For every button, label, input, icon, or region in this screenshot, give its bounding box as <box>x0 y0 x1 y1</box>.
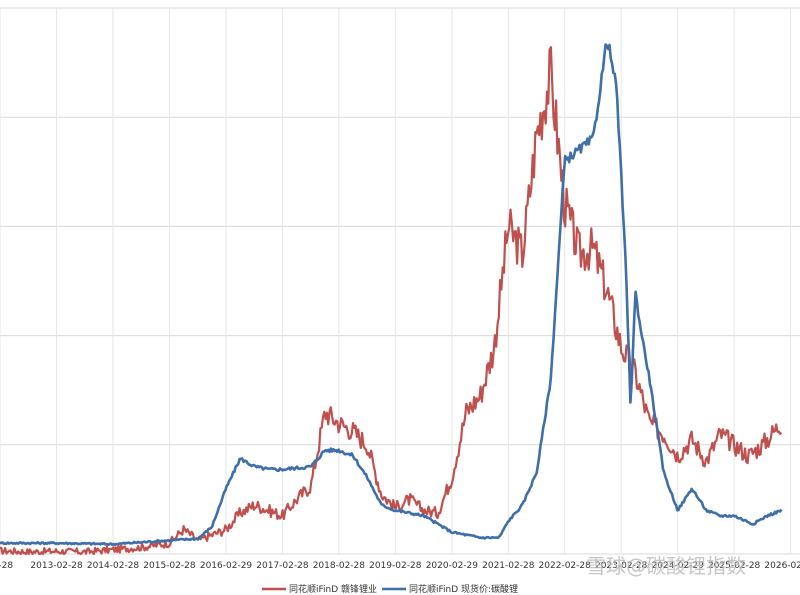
legend: 同花顺iFinD 赣锋锂业 同花顺iFinD 现货价:碳酸锂 <box>262 583 518 595</box>
grid-layer <box>0 7 800 555</box>
x-tick-label: 2015-02-28 <box>143 561 196 571</box>
x-tick-label: 2020-02-29 <box>426 561 479 571</box>
x-tick-label: 2018-02-28 <box>313 561 366 571</box>
series-layer <box>0 43 783 556</box>
legend-label-1: 同花顺iFinD 现货价:碳酸锂 <box>409 583 518 595</box>
x-tick-label: 2026-02-28 <box>764 561 800 571</box>
x-tick-label: 2017-02-28 <box>256 561 309 571</box>
x-tick-label: 2019-02-28 <box>369 561 422 571</box>
watermark-text: 雪球@碳酸锂指数 <box>586 554 746 578</box>
series-line-0 <box>0 46 783 556</box>
watermark: 雪球@碳酸锂指数 <box>586 554 746 578</box>
series-line-1 <box>0 43 783 547</box>
x-tick-label: 2014-02-28 <box>87 561 140 571</box>
x-tick-label: 2025-02-28 <box>708 561 761 571</box>
x-tick-label: 2021-02-28 <box>482 561 535 571</box>
x-tick-label: 2023-02-28 <box>595 561 648 571</box>
x-tick-label: 2016-02-29 <box>200 561 253 571</box>
x-tick-label: 2022-02-28 <box>539 561 592 571</box>
x-tick-label: 2024-02-29 <box>652 561 705 571</box>
x-tick-label: 2013-02-28 <box>30 561 83 571</box>
legend-label-0: 同花顺iFinD 赣锋锂业 <box>289 583 377 595</box>
x-tick-label: 02-28 <box>0 561 13 571</box>
